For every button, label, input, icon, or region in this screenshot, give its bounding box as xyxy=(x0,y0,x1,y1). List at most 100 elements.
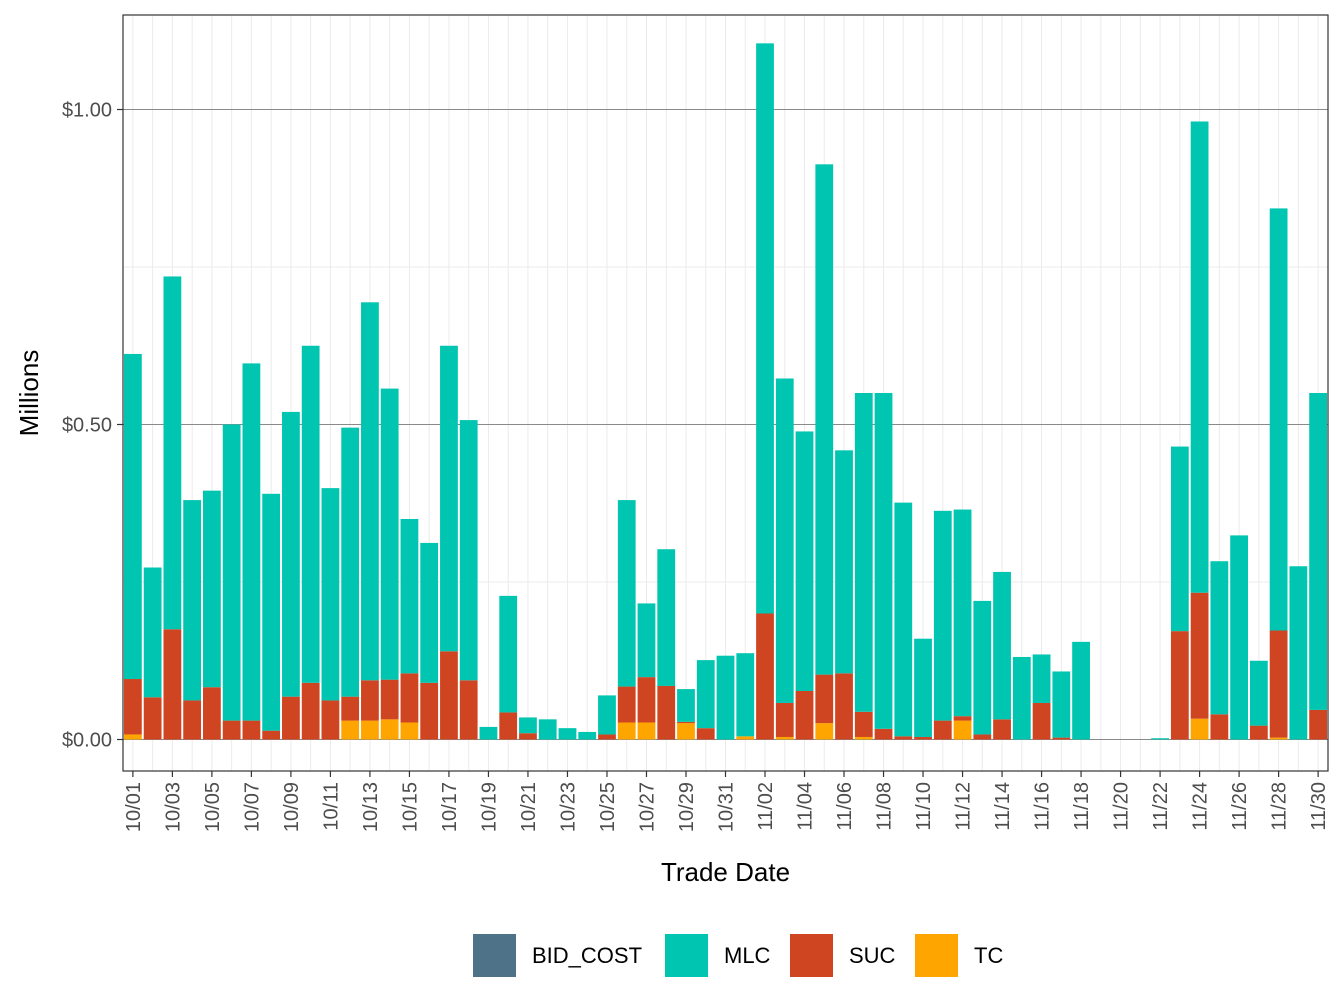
bar-mlc-10-26 xyxy=(617,500,636,687)
x-tick-label: 11/24 xyxy=(1190,782,1212,831)
x-tick-label: 11/30 xyxy=(1308,782,1330,831)
legend-item-suc: SUC xyxy=(790,934,896,977)
x-tick-label: 10/15 xyxy=(399,782,421,832)
bar-suc-11-25 xyxy=(1210,714,1229,740)
legend-label: TC xyxy=(974,943,1003,968)
bar-suc-10-29 xyxy=(677,721,695,724)
bar-mlc-10-07 xyxy=(242,363,261,721)
bar-mlc-11-13 xyxy=(973,600,992,735)
bar-suc-11-12 xyxy=(953,716,972,721)
bar-tc-10-12 xyxy=(341,720,360,740)
bar-suc-10-28 xyxy=(657,685,676,740)
bar-suc-11-11 xyxy=(933,720,952,740)
bar-suc-10-26 xyxy=(617,686,636,723)
x-axis-title: Trade Date xyxy=(661,857,790,887)
bar-mlc-10-14 xyxy=(380,388,399,680)
y-axis-title: Millions xyxy=(14,350,44,437)
bar-suc-10-12 xyxy=(341,696,360,721)
bar-mlc-11-06 xyxy=(835,450,853,674)
x-tick-label: 11/22 xyxy=(1150,782,1172,831)
bar-mlc-10-18 xyxy=(459,420,478,681)
legend-swatch xyxy=(790,934,833,977)
bar-mlc-10-20 xyxy=(499,595,518,713)
y-tick-label: $0.50 xyxy=(62,415,112,437)
bar-tc-11-07 xyxy=(854,736,873,740)
x-tick-label: 10/25 xyxy=(597,782,619,832)
bar-suc-11-07 xyxy=(854,711,873,737)
bar-mlc-11-01 xyxy=(736,653,755,737)
bar-mlc-10-22 xyxy=(538,719,557,740)
x-tick-label: 11/04 xyxy=(795,782,817,831)
bar-suc-10-27 xyxy=(637,677,656,723)
bar-mlc-10-27 xyxy=(637,603,656,678)
bar-tc-10-27 xyxy=(637,722,656,740)
bar-mlc-11-09 xyxy=(894,502,913,737)
bar-mlc-11-18 xyxy=(1072,641,1090,740)
bar-mlc-11-14 xyxy=(993,571,1011,720)
bar-tc-10-26 xyxy=(617,722,636,740)
bar-mlc-11-28 xyxy=(1269,208,1288,631)
bar-mlc-11-17 xyxy=(1052,671,1071,738)
legend-swatch xyxy=(473,934,516,977)
bar-mlc-10-01 xyxy=(123,353,142,680)
x-tick-label: 10/29 xyxy=(676,782,698,832)
bar-mlc-10-15 xyxy=(400,519,419,674)
x-tick-label: 11/18 xyxy=(1071,782,1093,831)
bar-suc-10-07 xyxy=(242,720,261,740)
bar-tc-10-15 xyxy=(400,722,419,740)
bar-suc-11-06 xyxy=(835,673,853,740)
bar-tc-11-05 xyxy=(815,723,834,740)
bar-mlc-11-15 xyxy=(1012,656,1031,740)
bar-suc-11-03 xyxy=(775,702,794,737)
x-tick-label: 11/14 xyxy=(992,782,1014,831)
bar-suc-10-10 xyxy=(301,682,320,740)
x-tick-label: 10/11 xyxy=(320,782,342,831)
bar-mlc-11-11 xyxy=(933,510,952,721)
bar-mlc-10-24 xyxy=(578,731,597,740)
legend: BID_COST MLC SUC TC xyxy=(473,934,1003,977)
x-tick-label: 10/09 xyxy=(281,782,303,832)
bar-suc-10-11 xyxy=(321,700,340,740)
legend-swatch xyxy=(665,934,708,977)
bar-mlc-10-08 xyxy=(262,493,281,731)
legend-swatch xyxy=(915,934,958,977)
bar-suc-10-13 xyxy=(361,680,379,721)
bar-mlc-10-31 xyxy=(716,655,735,740)
x-tick-label: 10/03 xyxy=(162,782,184,832)
bar-suc-11-09 xyxy=(894,736,913,740)
bar-tc-10-13 xyxy=(361,720,379,740)
bar-suc-11-16 xyxy=(1032,702,1051,740)
bar-suc-11-30 xyxy=(1309,709,1328,740)
bar-mlc-11-10 xyxy=(914,638,932,737)
bar-mlc-11-12 xyxy=(953,509,972,717)
bar-mlc-10-21 xyxy=(519,717,537,734)
bar-mlc-10-13 xyxy=(361,302,379,681)
x-tick-label: 10/13 xyxy=(360,782,382,832)
bar-mlc-11-24 xyxy=(1190,121,1209,593)
bar-suc-11-05 xyxy=(815,674,834,724)
bar-suc-11-27 xyxy=(1249,725,1268,740)
bar-mlc-10-10 xyxy=(301,345,320,683)
bar-tc-11-28 xyxy=(1269,737,1288,740)
y-tick-label: $0.00 xyxy=(62,730,112,752)
legend-label: SUC xyxy=(849,943,896,968)
x-tick-label: 11/02 xyxy=(755,782,777,831)
bar-mlc-11-02 xyxy=(756,43,774,614)
bar-mlc-10-19 xyxy=(479,726,498,740)
bar-suc-10-15 xyxy=(400,673,419,723)
bar-mlc-10-23 xyxy=(558,728,577,740)
bar-tc-11-01 xyxy=(736,736,755,740)
bar-suc-10-20 xyxy=(499,712,518,740)
x-axis: 10/01 10/03 10/05 10/07 10/09 10/11 10/13 10/15… xyxy=(123,771,1330,832)
x-tick-label: 10/31 xyxy=(716,782,738,832)
x-tick-label: 10/23 xyxy=(557,782,579,832)
bar-mlc-10-09 xyxy=(282,411,300,697)
bars xyxy=(123,43,1328,740)
bar-mlc-11-08 xyxy=(874,393,893,729)
x-tick-label: 10/27 xyxy=(636,782,658,832)
bar-suc-10-05 xyxy=(203,687,221,740)
bar-suc-10-16 xyxy=(420,682,439,740)
x-tick-label: 11/10 xyxy=(913,782,935,831)
